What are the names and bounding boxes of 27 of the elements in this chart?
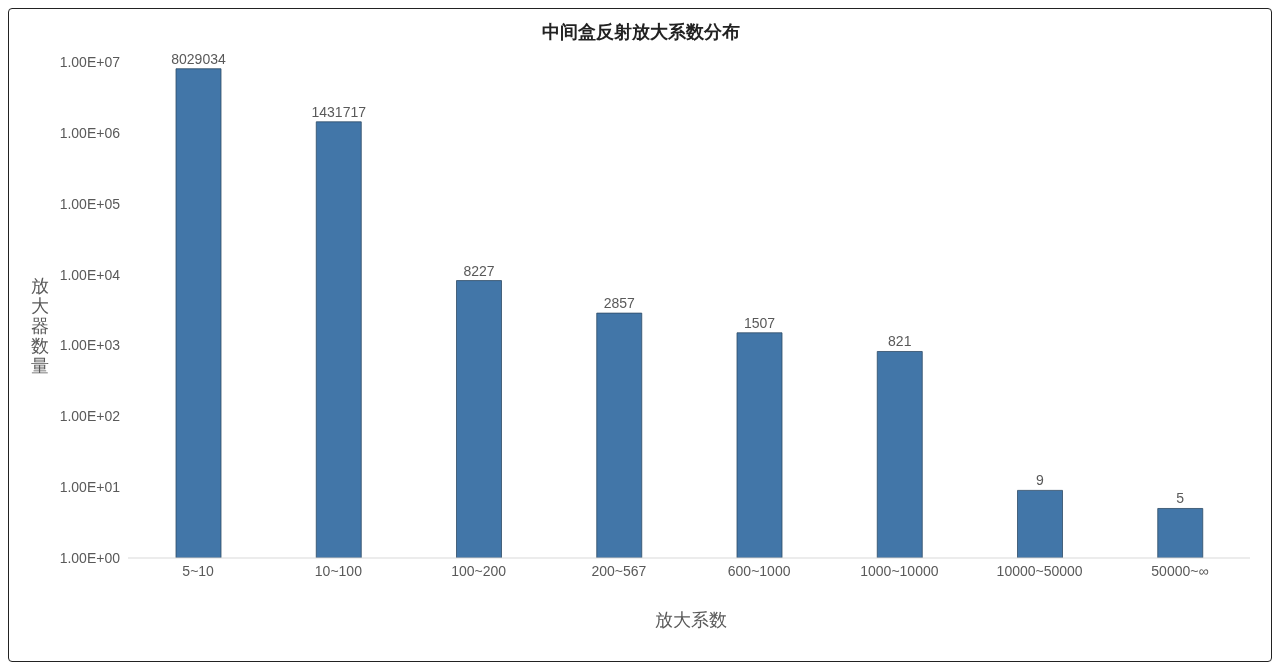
data-label: 8227 [463,262,495,279]
data-label: 2857 [603,295,636,312]
x-tick-label: 10000~50000 [996,562,1083,579]
y-tick-label: 1.00E+04 [59,266,121,283]
chart-title: 中间盒反射放大系数分布 [540,21,741,44]
x-tick-label: 600~1000 [727,562,791,579]
y-tick-label: 1.00E+06 [59,124,121,141]
x-tick-label: 1000~10000 [860,562,939,579]
data-label: 1507 [743,314,776,331]
x-axis-title: 放大系数 [653,609,728,632]
data-label: 9 [1036,472,1045,489]
y-tick-label: 1.00E+02 [59,408,121,425]
data-label: 821 [888,333,912,350]
x-tick-label: 50000~∞ [1151,562,1209,579]
y-tick-label: 1.00E+05 [59,195,121,212]
y-tick-label: 1.00E+01 [59,479,121,496]
x-tick-label: 100~200 [451,562,507,579]
data-label: 5 [1176,490,1185,507]
y-axis-title: 放大器数量 [30,276,50,376]
x-tick-label: 200~567 [591,562,647,579]
y-tick-label: 1.00E+03 [59,337,121,354]
x-tick-label: 10~100 [314,562,363,579]
y-tick-label: 1.00E+07 [59,53,121,70]
y-tick-label: 1.00E+00 [59,549,121,566]
x-tick-label: 5~10 [182,562,215,579]
data-label: 1431717 [311,103,367,120]
data-label: 8029034 [171,50,226,67]
